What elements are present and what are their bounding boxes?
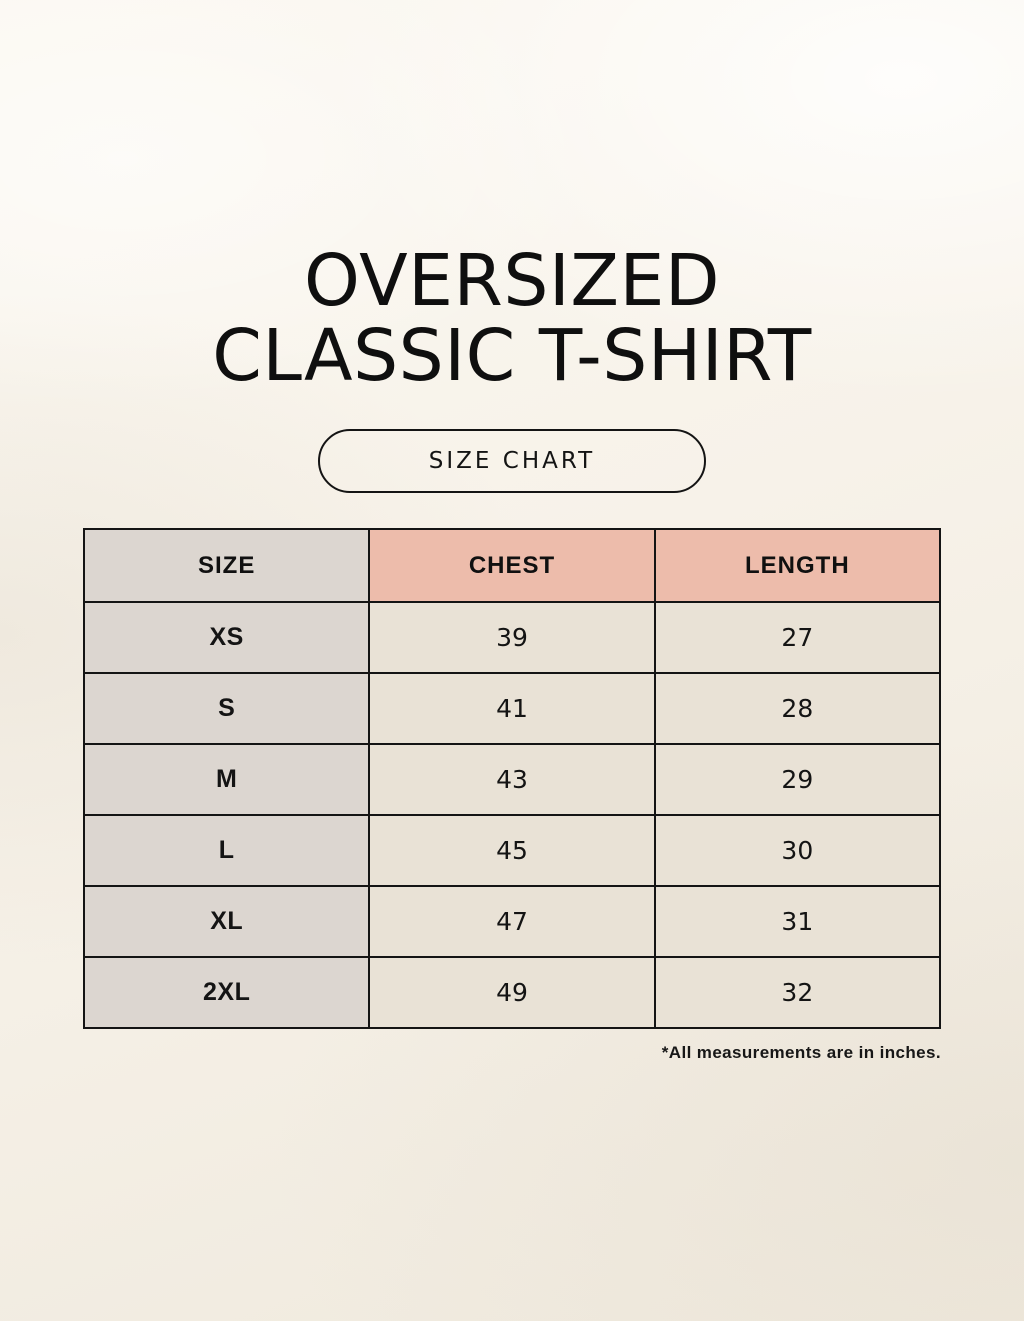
table-header-row: SIZE CHEST LENGTH	[82, 528, 942, 604]
chest-cell: 49	[368, 956, 656, 1030]
size-table: SIZE CHEST LENGTH XS 39 27 S 41 28 M	[82, 528, 942, 1030]
column-header-chest: CHEST	[368, 528, 656, 604]
table-row: XS 39 27	[82, 601, 942, 675]
chest-cell: 39	[368, 601, 656, 675]
title-line-2: CLASSIC T-SHIRT	[212, 313, 812, 397]
size-cell: XL	[82, 885, 371, 959]
size-cell: 2XL	[82, 956, 371, 1030]
table-row: M 43 29	[82, 743, 942, 817]
page-title: OVERSIZED CLASSIC T-SHIRT	[0, 0, 1024, 393]
size-chart-button[interactable]: SIZE CHART	[318, 429, 706, 494]
column-header-length: LENGTH	[653, 528, 942, 604]
title-line-1: OVERSIZED	[303, 239, 721, 322]
length-cell: 32	[653, 956, 942, 1030]
chest-cell: 43	[368, 743, 656, 817]
column-header-size: SIZE	[82, 528, 371, 604]
size-cell: L	[82, 814, 371, 888]
size-cell: M	[82, 743, 371, 817]
measurements-footnote: *All measurements are in inches.	[661, 1043, 941, 1063]
length-cell: 27	[653, 601, 942, 675]
table-row: XL 47 31	[82, 885, 942, 959]
length-cell: 28	[653, 672, 942, 746]
size-table-container: SIZE CHEST LENGTH XS 39 27 S 41 28 M	[82, 528, 942, 1030]
length-cell: 30	[653, 814, 942, 888]
chest-cell: 47	[368, 885, 656, 959]
length-cell: 29	[653, 743, 942, 817]
size-cell: XS	[82, 601, 371, 675]
length-cell: 31	[653, 885, 942, 959]
table-row: S 41 28	[82, 672, 942, 746]
chest-cell: 45	[368, 814, 656, 888]
table-row: L 45 30	[82, 814, 942, 888]
size-cell: S	[82, 672, 371, 746]
chest-cell: 41	[368, 672, 656, 746]
table-row: 2XL 49 32	[82, 956, 942, 1030]
